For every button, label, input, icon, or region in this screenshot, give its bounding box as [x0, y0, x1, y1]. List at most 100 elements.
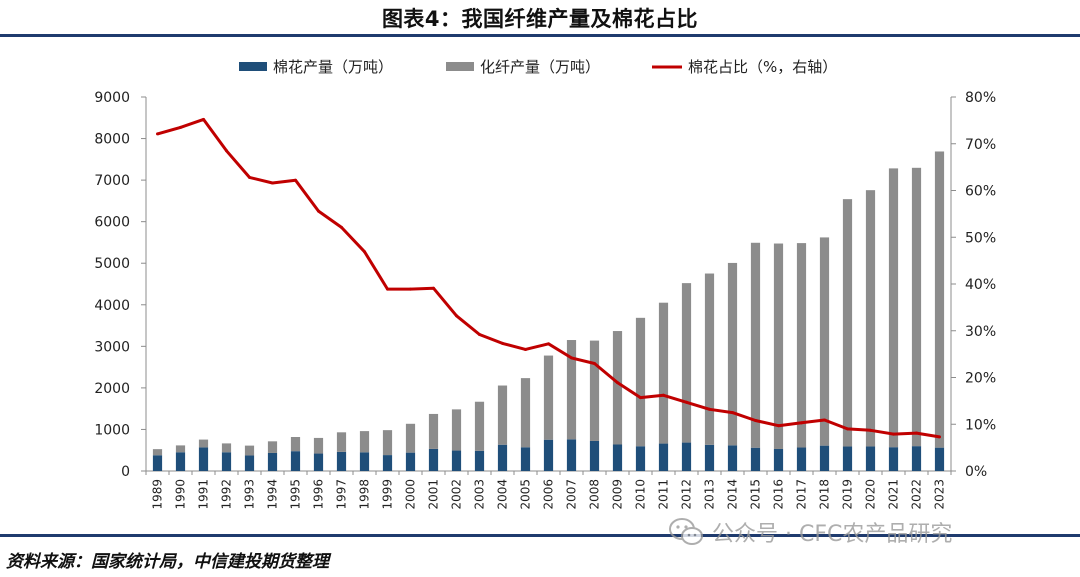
y-right-tick-label: 0% — [965, 464, 987, 480]
bar-fiber — [612, 331, 623, 445]
legend-label-share: 棉花占比（%，右轴） — [688, 58, 837, 76]
bar-cotton — [796, 447, 807, 471]
watermark-text: 公众号 · CFC农产品研究 — [712, 522, 953, 547]
x-tick-label: 1992 — [220, 479, 234, 510]
y-left-tick-label: 0 — [121, 464, 130, 480]
bar-cotton — [336, 451, 347, 471]
bar-fiber — [198, 439, 209, 448]
y-right-tick-label: 40% — [965, 277, 996, 293]
bar-fiber — [405, 423, 416, 453]
bar-fiber — [589, 340, 600, 441]
x-tick-label: 2019 — [841, 479, 855, 510]
share-point — [662, 393, 665, 397]
y-left-tick-label: 3000 — [94, 339, 130, 355]
x-tick-label: 1996 — [312, 479, 326, 510]
bar-fiber — [704, 273, 715, 445]
y-left-tick-label: 8000 — [94, 132, 130, 148]
x-tick-label: 2013 — [703, 479, 717, 510]
share-point — [363, 250, 366, 254]
bar-cotton — [497, 444, 508, 471]
y-left-tick-label: 5000 — [94, 256, 130, 272]
share-point — [294, 178, 297, 182]
bar-fiber — [221, 443, 232, 453]
share-point — [202, 117, 205, 121]
y-left-tick-label: 9000 — [94, 90, 130, 106]
share-point — [432, 286, 435, 290]
bar-fiber — [819, 237, 830, 446]
bar-fiber — [313, 437, 324, 454]
share-point — [800, 421, 803, 425]
bar-cotton — [566, 439, 577, 471]
share-point — [317, 209, 320, 213]
x-tick-label: 1999 — [381, 479, 395, 510]
x-tick-label: 2020 — [864, 479, 878, 510]
bar-cotton — [911, 446, 922, 471]
bar-fiber — [451, 409, 462, 451]
share-point — [271, 181, 274, 185]
bar-cotton — [704, 444, 715, 471]
chart-title: 图表4：我国纤维产量及棉花占比 — [381, 7, 699, 31]
bar-fiber — [888, 168, 899, 448]
bar-fiber — [244, 445, 255, 456]
y-left-tick-label: 1000 — [94, 422, 130, 438]
bar-fiber — [934, 151, 945, 448]
source-note: 资料来源：国家统计局，中信建投期货整理 — [6, 552, 329, 572]
x-tick-label: 2015 — [749, 479, 763, 510]
x-tick-label: 1997 — [335, 479, 349, 510]
bar-cotton — [244, 455, 255, 471]
share-point — [455, 314, 458, 318]
bar-cotton — [681, 442, 692, 471]
bar-fiber — [474, 401, 485, 451]
bar-cotton — [221, 452, 232, 471]
share-point — [685, 400, 688, 404]
bar-cotton — [359, 452, 370, 471]
bar-fiber — [336, 432, 347, 452]
x-tick-label: 2014 — [726, 479, 740, 510]
y-left-tick-label: 7000 — [94, 173, 130, 189]
chart: 棉花产量（万吨） 化纤产量（万吨） 棉花占比（%，右轴） 0 1000 2000 3000… — [94, 58, 996, 510]
bar-cotton — [842, 446, 853, 471]
bar-fiber — [152, 449, 163, 456]
x-tick-label: 2002 — [450, 479, 464, 510]
bar-fiber — [750, 242, 761, 448]
share-point — [639, 396, 642, 400]
bar-cotton — [658, 443, 669, 471]
x-tick-label: 2017 — [795, 479, 809, 510]
share-point — [616, 381, 619, 385]
y-right-tick-label: 20% — [965, 371, 996, 387]
x-tick-label: 1995 — [289, 479, 303, 510]
title-divider — [0, 34, 1080, 37]
x-tick-label: 2005 — [519, 479, 533, 510]
share-point — [892, 432, 895, 436]
bar-cotton — [313, 453, 324, 471]
y-right-tick-label: 60% — [965, 184, 996, 200]
bar-fiber — [497, 385, 508, 445]
share-point — [823, 418, 826, 422]
share-point — [386, 287, 389, 291]
y-left-tick-label: 4000 — [94, 298, 130, 314]
x-tick-label: 2021 — [887, 479, 901, 510]
bar-fiber — [727, 262, 738, 446]
bars — [152, 151, 945, 471]
x-tick-label: 1990 — [174, 479, 188, 510]
y-right-tick-label: 70% — [965, 137, 996, 153]
x-tick-label: 2011 — [657, 479, 671, 510]
legend-label-fiber: 化纤产量（万吨） — [480, 58, 600, 76]
bar-fiber — [658, 302, 669, 444]
x-tick-label: 2010 — [634, 479, 648, 510]
legend-swatch-fiber — [446, 62, 474, 71]
share-point — [225, 149, 228, 153]
bar-cotton — [750, 447, 761, 471]
y-right-tick-label: 30% — [965, 324, 996, 340]
share-point — [731, 411, 734, 415]
bar-fiber — [520, 378, 531, 448]
x-tick-label: 1994 — [266, 479, 280, 510]
x-tick-label: 2004 — [496, 479, 510, 510]
bar-cotton — [520, 447, 531, 471]
bar-fiber — [359, 431, 370, 453]
bar-fiber — [681, 283, 692, 443]
share-point — [915, 431, 918, 435]
bar-cotton — [727, 445, 738, 471]
bar-fiber — [635, 317, 646, 447]
share-point — [179, 125, 182, 129]
